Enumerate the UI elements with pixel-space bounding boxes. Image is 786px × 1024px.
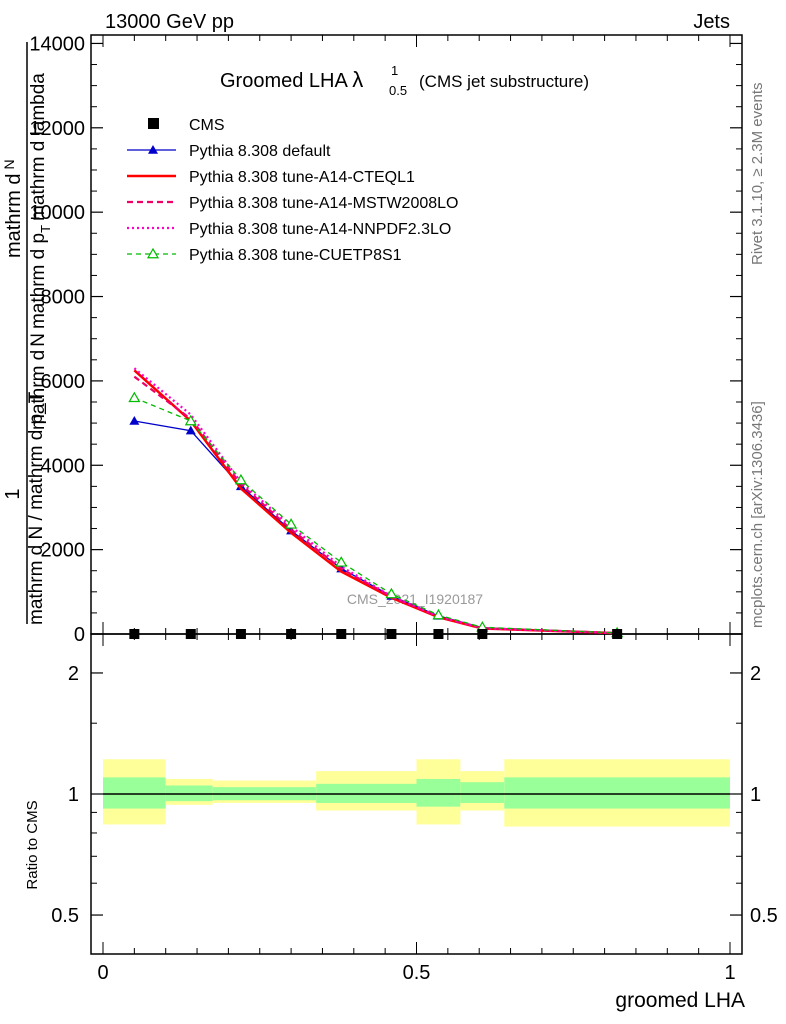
data-point: [385, 587, 398, 599]
mcplots-label: mcplots.cern.ch [arXiv:1306.3436]: [749, 401, 766, 628]
ratio-x-tick-label: 0: [97, 962, 108, 984]
ratio-y-tick-label-right: 1: [750, 784, 761, 806]
data-point: [235, 481, 246, 491]
title-superscript: 1: [391, 63, 398, 78]
data-point: [612, 629, 623, 639]
main-y-tick-label: 2000: [41, 540, 86, 562]
main-y-tick-label: 4000: [41, 455, 86, 477]
ylabel-overlay: mathrm dNmathrm d pTmathrm d lambda: [28, 73, 53, 430]
beam-label: 13000 GeV pp: [105, 11, 234, 33]
ratio-y-tick-label: 1: [68, 784, 79, 806]
main-y-tick-label: 10000: [29, 202, 85, 224]
ratio-y-tick-label: 2: [68, 663, 79, 685]
data-point: [432, 608, 445, 620]
legend-label: Pythia 8.308 tune-A14-CTEQL1: [189, 169, 415, 186]
ylabel-denominator: mathrm d N / mathrm d p_T: [26, 391, 47, 625]
ratio-y-axis-label: Ratio to CMS: [24, 800, 41, 889]
legend-label: Pythia 8.308 tune-CUETP8S1: [189, 247, 402, 264]
title-subscript: 0.5: [389, 83, 407, 98]
series-line: [133, 367, 618, 635]
main-y-tick-label: 6000: [41, 371, 86, 393]
main-y-tick-label: 0: [74, 624, 85, 646]
category-label: Jets: [693, 11, 730, 33]
legend-swatch: [148, 118, 159, 129]
legend-item: Pythia 8.308 default: [127, 143, 331, 160]
svg-text:Groomed LHA λ: Groomed LHA λ: [220, 67, 363, 92]
rivet-version-label: Rivet 3.1.10, ≥ 2.3M events: [749, 83, 766, 266]
data-point: [235, 629, 246, 639]
ratio-band-inner: [460, 782, 505, 803]
main-y-tick-label: 12000: [29, 118, 85, 140]
ylabel-one: 1: [2, 488, 24, 499]
ratio-band-inner: [103, 777, 166, 809]
series-4: [133, 367, 618, 635]
ratio-x-tick-label: 0.5: [403, 962, 431, 984]
ratio-band-inner: [504, 777, 730, 809]
ratio-band-inner: [416, 778, 461, 807]
series-line: [134, 397, 618, 634]
ratio-x-tick-label: 1: [724, 962, 735, 984]
data-point: [129, 629, 140, 639]
data-point: [128, 391, 141, 403]
legend-item: Pythia 8.308 tune-CUETP8S1: [127, 247, 402, 264]
legend-label: Pythia 8.308 tune-A14-MSTW2008LO: [189, 195, 458, 212]
title-lambda: λ: [352, 67, 363, 92]
legend-item: Pythia 8.308 tune-A14-MSTW2008LO: [127, 195, 458, 212]
legend-marker: [148, 145, 158, 154]
legend-label: Pythia 8.308 tune-A14-NNPDF2.3LO: [189, 221, 451, 238]
main-y-tick-label: 8000: [41, 287, 86, 309]
legend-marker: [146, 247, 160, 259]
data-series: [128, 367, 624, 639]
title-note: (CMS jet substructure): [419, 72, 589, 91]
data-point: [477, 629, 488, 639]
series-line: [133, 375, 618, 635]
main-y-tick-label: 14000: [29, 33, 85, 55]
data-point: [335, 556, 348, 567]
legend-item: Pythia 8.308 tune-A14-NNPDF2.3LO: [127, 221, 451, 238]
main-y-axis-label: 1 mathrm dN mathrm d N / mathrm d p_T ma…: [1, 42, 53, 625]
ratio-uncertainty-bands: [103, 759, 730, 827]
data-point: [336, 629, 347, 639]
ratio-x-axis: 0 0.5 1: [97, 634, 736, 984]
series-3: [133, 375, 618, 635]
legend-item: CMS: [148, 117, 225, 134]
main-y-axis: 0 2000 4000 6000 8000 10000 12000 14000: [29, 33, 742, 646]
data-point: [185, 629, 196, 639]
x-axis-label: groomed LHA: [615, 989, 745, 1012]
plot-title: Groomed LHA λ 1 0.5 (CMS jet substructur…: [220, 63, 589, 98]
ratio-y-tick-label: 0.5: [51, 905, 79, 927]
data-point: [129, 415, 140, 425]
legend-label: Pythia 8.308 default: [189, 143, 331, 160]
data-point: [184, 414, 197, 426]
legend-item: Pythia 8.308 tune-A14-CTEQL1: [127, 169, 415, 186]
data-point: [185, 425, 196, 435]
ratio-y-axis: 0.5 0.5 1 1 2 2: [51, 633, 778, 955]
data-point: [386, 629, 397, 639]
analysis-watermark: CMS_2021_I1920187: [347, 591, 483, 607]
data-point: [286, 629, 297, 639]
data-point: [285, 518, 298, 529]
series-0: [129, 629, 623, 639]
ylabel-numerator-top: mathrm dN: [1, 159, 25, 258]
data-point: [234, 473, 247, 485]
title-main: Groomed LHA: [220, 70, 348, 92]
legend-label: CMS: [189, 117, 225, 134]
legend: CMS Pythia 8.308 default Pythia 8.308 tune…: [127, 117, 458, 264]
ratio-y-tick-label-right: 2: [750, 663, 761, 685]
data-point: [433, 629, 444, 639]
ratio-y-tick-label-right: 0.5: [750, 905, 778, 927]
